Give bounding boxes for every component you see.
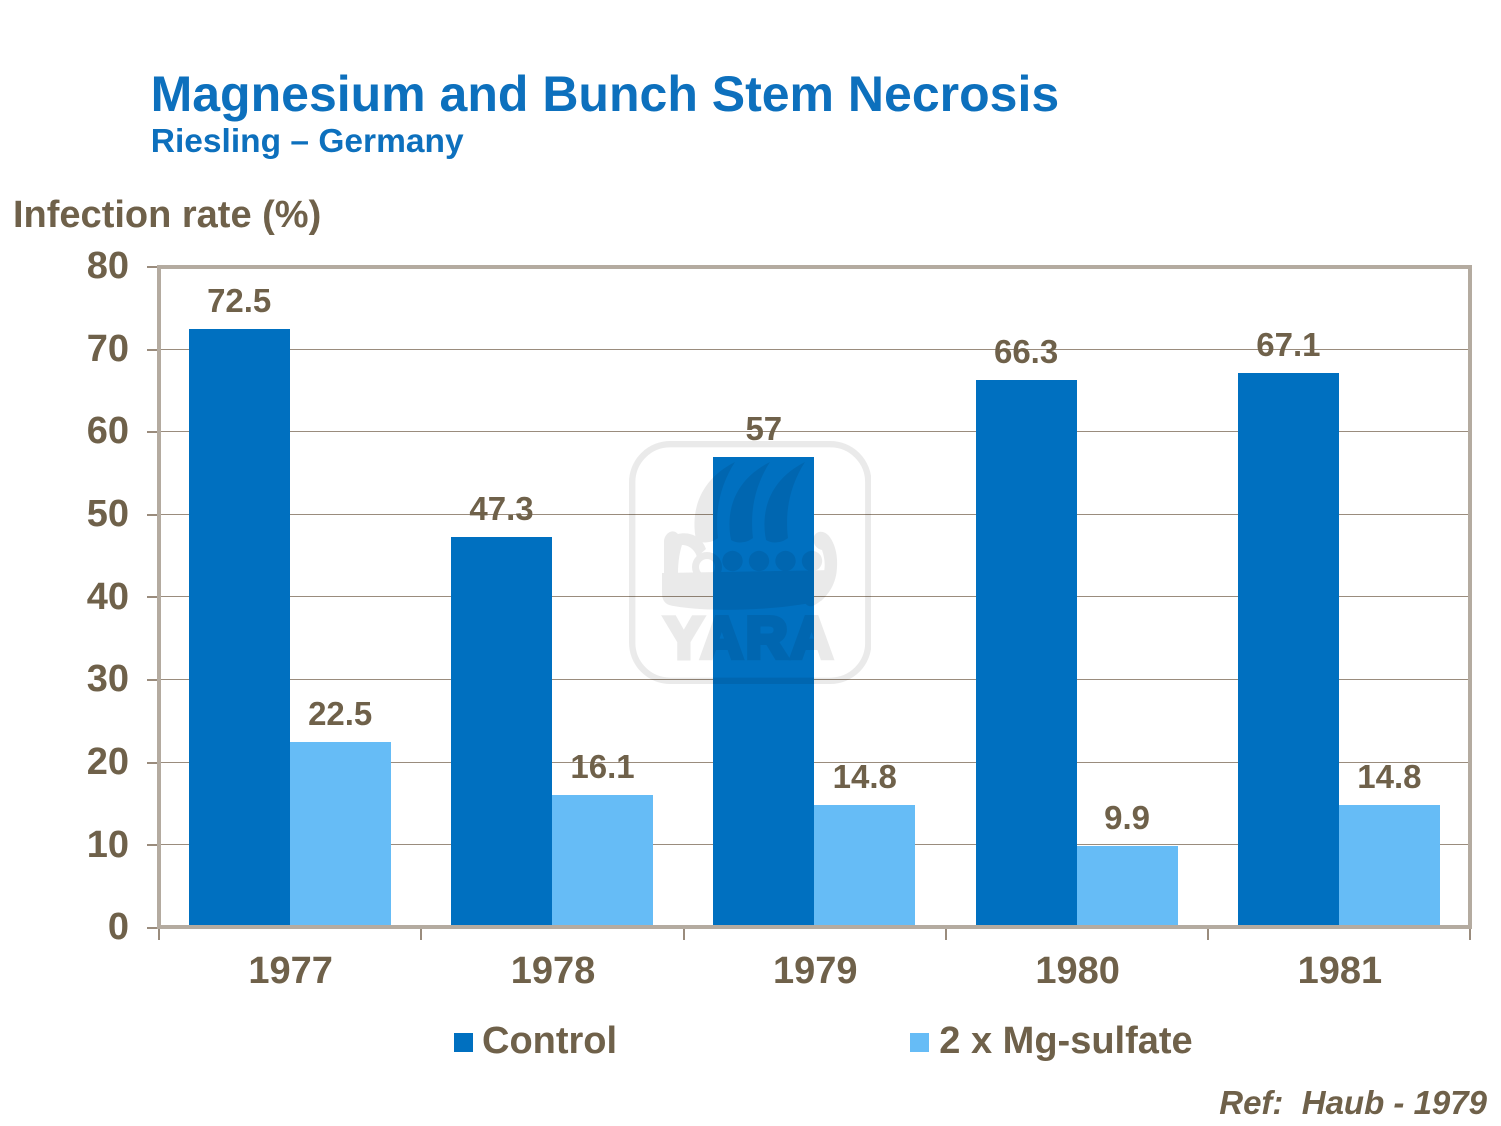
svg-text:YARA: YARA: [664, 606, 835, 671]
